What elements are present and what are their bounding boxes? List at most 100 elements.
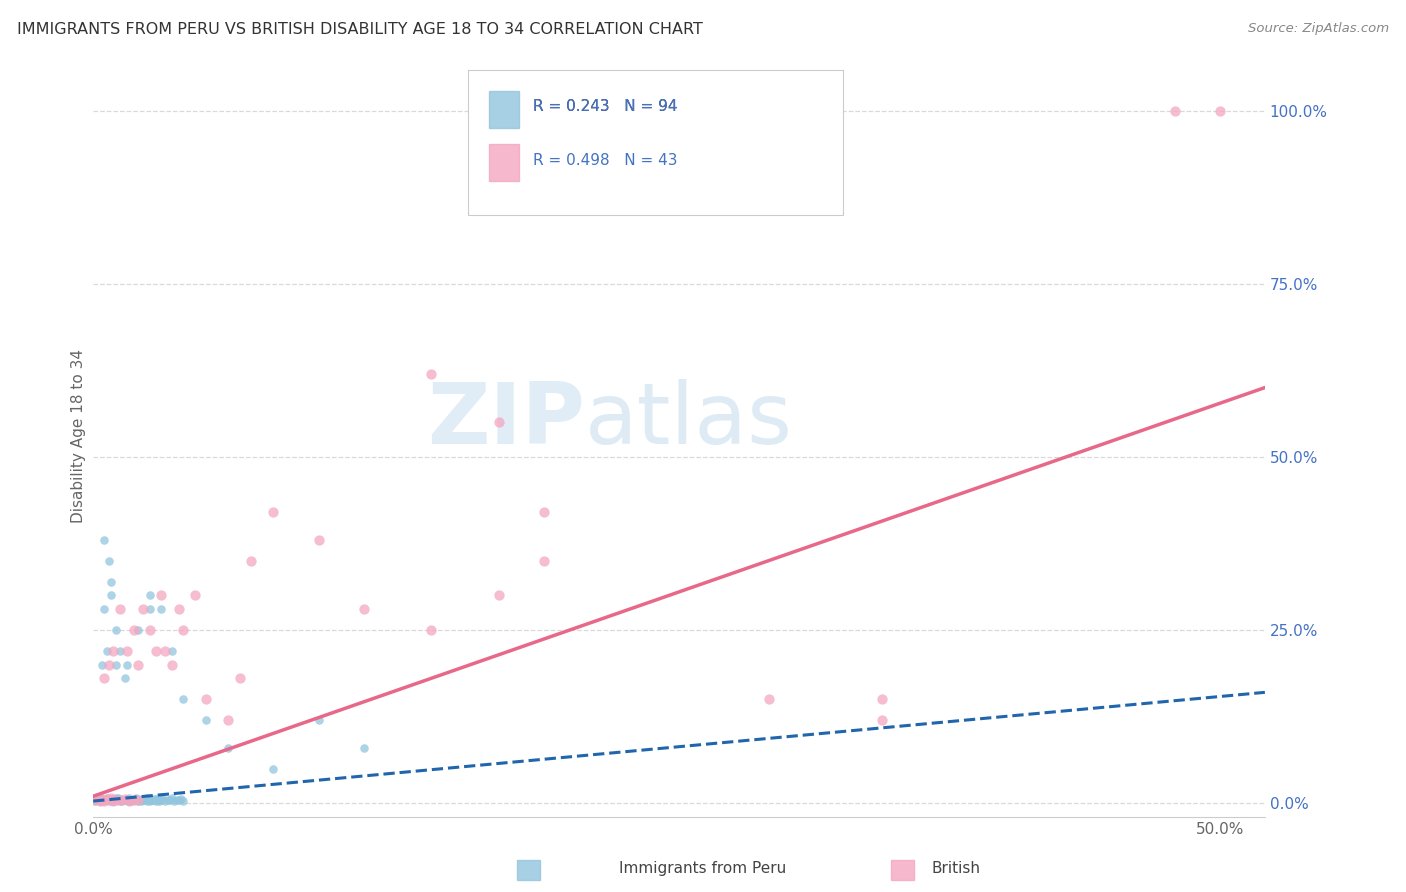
Point <box>353 740 375 755</box>
Point <box>132 793 155 807</box>
Point <box>86 793 108 807</box>
Point <box>129 794 152 808</box>
Point <box>103 792 125 806</box>
Point <box>127 792 149 806</box>
Point <box>167 602 190 616</box>
Point <box>308 533 330 547</box>
Point <box>110 644 132 658</box>
Point <box>138 602 160 616</box>
Text: ZIP: ZIP <box>427 379 585 462</box>
Point <box>148 794 170 808</box>
Point <box>870 692 893 706</box>
Point <box>121 794 143 808</box>
Point <box>118 794 141 808</box>
Point <box>110 793 132 807</box>
Point <box>136 794 159 808</box>
Text: British: British <box>932 862 980 876</box>
Point <box>170 792 193 806</box>
Point <box>91 792 114 806</box>
Point <box>155 644 177 658</box>
Point <box>533 505 555 519</box>
Point <box>86 790 108 805</box>
Point <box>84 794 107 808</box>
Point <box>114 792 136 806</box>
Point <box>86 790 108 805</box>
Point <box>127 623 149 637</box>
Point <box>217 740 239 755</box>
Point <box>127 794 149 808</box>
Point <box>159 793 181 807</box>
Point <box>104 791 127 805</box>
Point <box>93 672 115 686</box>
Point <box>155 794 177 808</box>
Point <box>107 793 129 807</box>
Text: atlas: atlas <box>585 379 793 462</box>
Point <box>870 713 893 727</box>
Point <box>148 793 170 807</box>
Point <box>97 793 120 807</box>
Point <box>183 588 205 602</box>
Point <box>91 794 114 808</box>
Point <box>160 644 183 658</box>
Point <box>138 588 160 602</box>
Point <box>172 623 194 637</box>
Point <box>194 713 217 727</box>
Point <box>125 791 148 805</box>
Point <box>110 602 132 616</box>
Point <box>152 792 174 806</box>
Text: R = 0.243   N = 94: R = 0.243 N = 94 <box>533 99 678 114</box>
Point <box>758 692 780 706</box>
Point <box>172 794 194 808</box>
Point <box>143 792 166 806</box>
Point <box>125 793 148 807</box>
Point <box>353 602 375 616</box>
Point <box>97 657 120 672</box>
Point <box>172 692 194 706</box>
FancyBboxPatch shape <box>468 70 844 215</box>
Point <box>107 791 129 805</box>
Point <box>239 554 262 568</box>
Point <box>166 793 188 807</box>
Point <box>136 791 159 805</box>
Point <box>149 793 172 807</box>
Point <box>96 792 118 806</box>
Point <box>104 623 127 637</box>
Point <box>91 792 114 806</box>
Point <box>89 791 111 805</box>
Text: R = 0.243   N = 94: R = 0.243 N = 94 <box>533 99 678 114</box>
Point <box>262 505 284 519</box>
Point <box>114 793 136 807</box>
Point <box>138 623 160 637</box>
Point <box>132 602 155 616</box>
Point <box>114 672 136 686</box>
Point <box>143 793 166 807</box>
Point <box>93 533 115 547</box>
Point <box>134 793 156 807</box>
Point <box>115 793 138 807</box>
Point <box>138 794 160 808</box>
Point <box>91 657 114 672</box>
Point <box>138 793 160 807</box>
Point <box>111 793 134 807</box>
Y-axis label: Disability Age 18 to 34: Disability Age 18 to 34 <box>72 349 86 523</box>
Point <box>533 554 555 568</box>
Point <box>93 793 115 807</box>
Point <box>89 794 111 808</box>
Point <box>145 794 167 808</box>
Point <box>96 793 118 807</box>
Point <box>145 644 167 658</box>
Point <box>122 793 145 807</box>
Text: Source: ZipAtlas.com: Source: ZipAtlas.com <box>1249 22 1389 36</box>
Point <box>127 657 149 672</box>
Point <box>110 794 132 808</box>
Point <box>127 793 149 807</box>
Point <box>141 793 163 807</box>
Point <box>129 793 152 807</box>
Point <box>100 588 122 602</box>
Point <box>104 657 127 672</box>
Point <box>121 793 143 807</box>
Point <box>420 623 443 637</box>
Point <box>93 602 115 616</box>
Point <box>118 791 141 805</box>
Point <box>84 793 107 807</box>
